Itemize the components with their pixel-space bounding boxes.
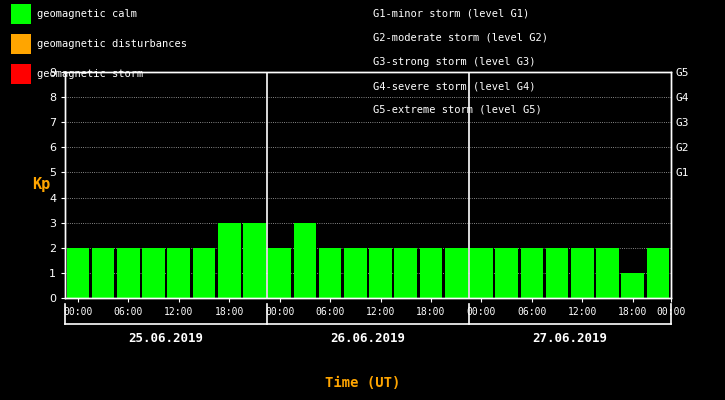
Bar <box>167 248 190 298</box>
Bar <box>521 248 543 298</box>
Text: geomagnetic disturbances: geomagnetic disturbances <box>37 39 187 49</box>
Bar <box>420 248 442 298</box>
Text: G1-minor storm (level G1): G1-minor storm (level G1) <box>373 9 530 19</box>
Text: G2-moderate storm (level G2): G2-moderate storm (level G2) <box>373 33 548 43</box>
Bar <box>319 248 341 298</box>
Text: Time (UT): Time (UT) <box>325 376 400 390</box>
Bar <box>67 248 89 298</box>
Text: G5-extreme storm (level G5): G5-extreme storm (level G5) <box>373 105 542 115</box>
Bar <box>470 248 493 298</box>
Bar <box>243 223 266 298</box>
Bar <box>142 248 165 298</box>
Bar <box>394 248 417 298</box>
Bar <box>495 248 518 298</box>
Y-axis label: Kp: Kp <box>32 178 50 192</box>
Bar <box>117 248 140 298</box>
Text: geomagnetic calm: geomagnetic calm <box>37 9 137 19</box>
Bar <box>596 248 619 298</box>
Bar <box>294 223 316 298</box>
Bar <box>621 273 644 298</box>
Text: G4-severe storm (level G4): G4-severe storm (level G4) <box>373 81 536 91</box>
Text: 26.06.2019: 26.06.2019 <box>331 332 405 344</box>
Bar <box>92 248 115 298</box>
Text: geomagnetic storm: geomagnetic storm <box>37 69 144 79</box>
Bar <box>268 248 291 298</box>
Bar <box>647 248 669 298</box>
Bar <box>445 248 468 298</box>
Bar <box>193 248 215 298</box>
Bar <box>369 248 392 298</box>
Bar <box>218 223 241 298</box>
Bar <box>546 248 568 298</box>
Bar <box>344 248 367 298</box>
Text: G3-strong storm (level G3): G3-strong storm (level G3) <box>373 57 536 67</box>
Text: 27.06.2019: 27.06.2019 <box>532 332 608 344</box>
Bar <box>571 248 594 298</box>
Text: 25.06.2019: 25.06.2019 <box>128 332 204 344</box>
